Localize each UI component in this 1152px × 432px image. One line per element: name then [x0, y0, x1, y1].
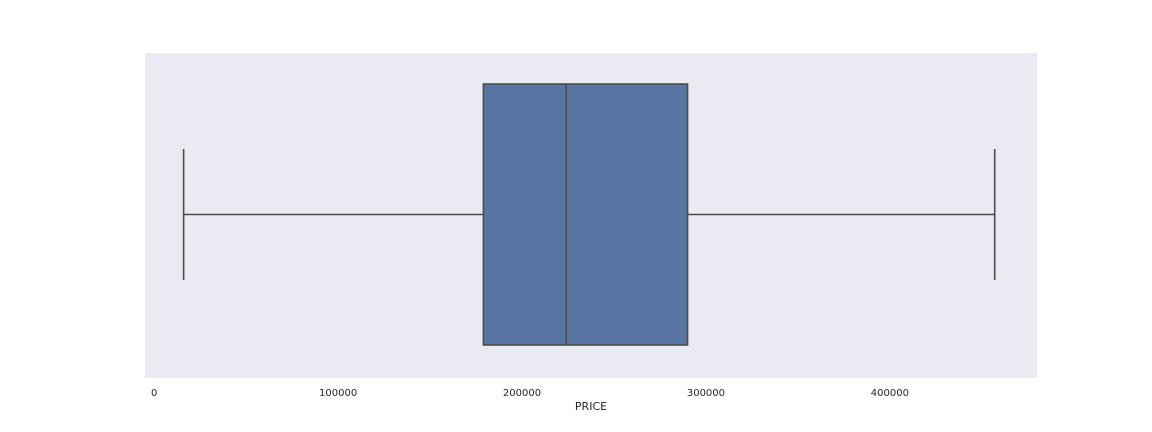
x-axis-ticks: 0 100000 200000 300000 400000 [151, 388, 909, 399]
x-tick-label: 400000 [871, 388, 909, 399]
boxplot [182, 83, 996, 346]
interquartile-box [482, 83, 689, 346]
x-tick-label: 100000 [319, 388, 357, 399]
x-tick-label: 300000 [687, 388, 725, 399]
x-tick-label: 0 [151, 388, 157, 399]
x-tick-label: 200000 [503, 388, 541, 399]
x-axis-label: PRICE [575, 400, 607, 413]
